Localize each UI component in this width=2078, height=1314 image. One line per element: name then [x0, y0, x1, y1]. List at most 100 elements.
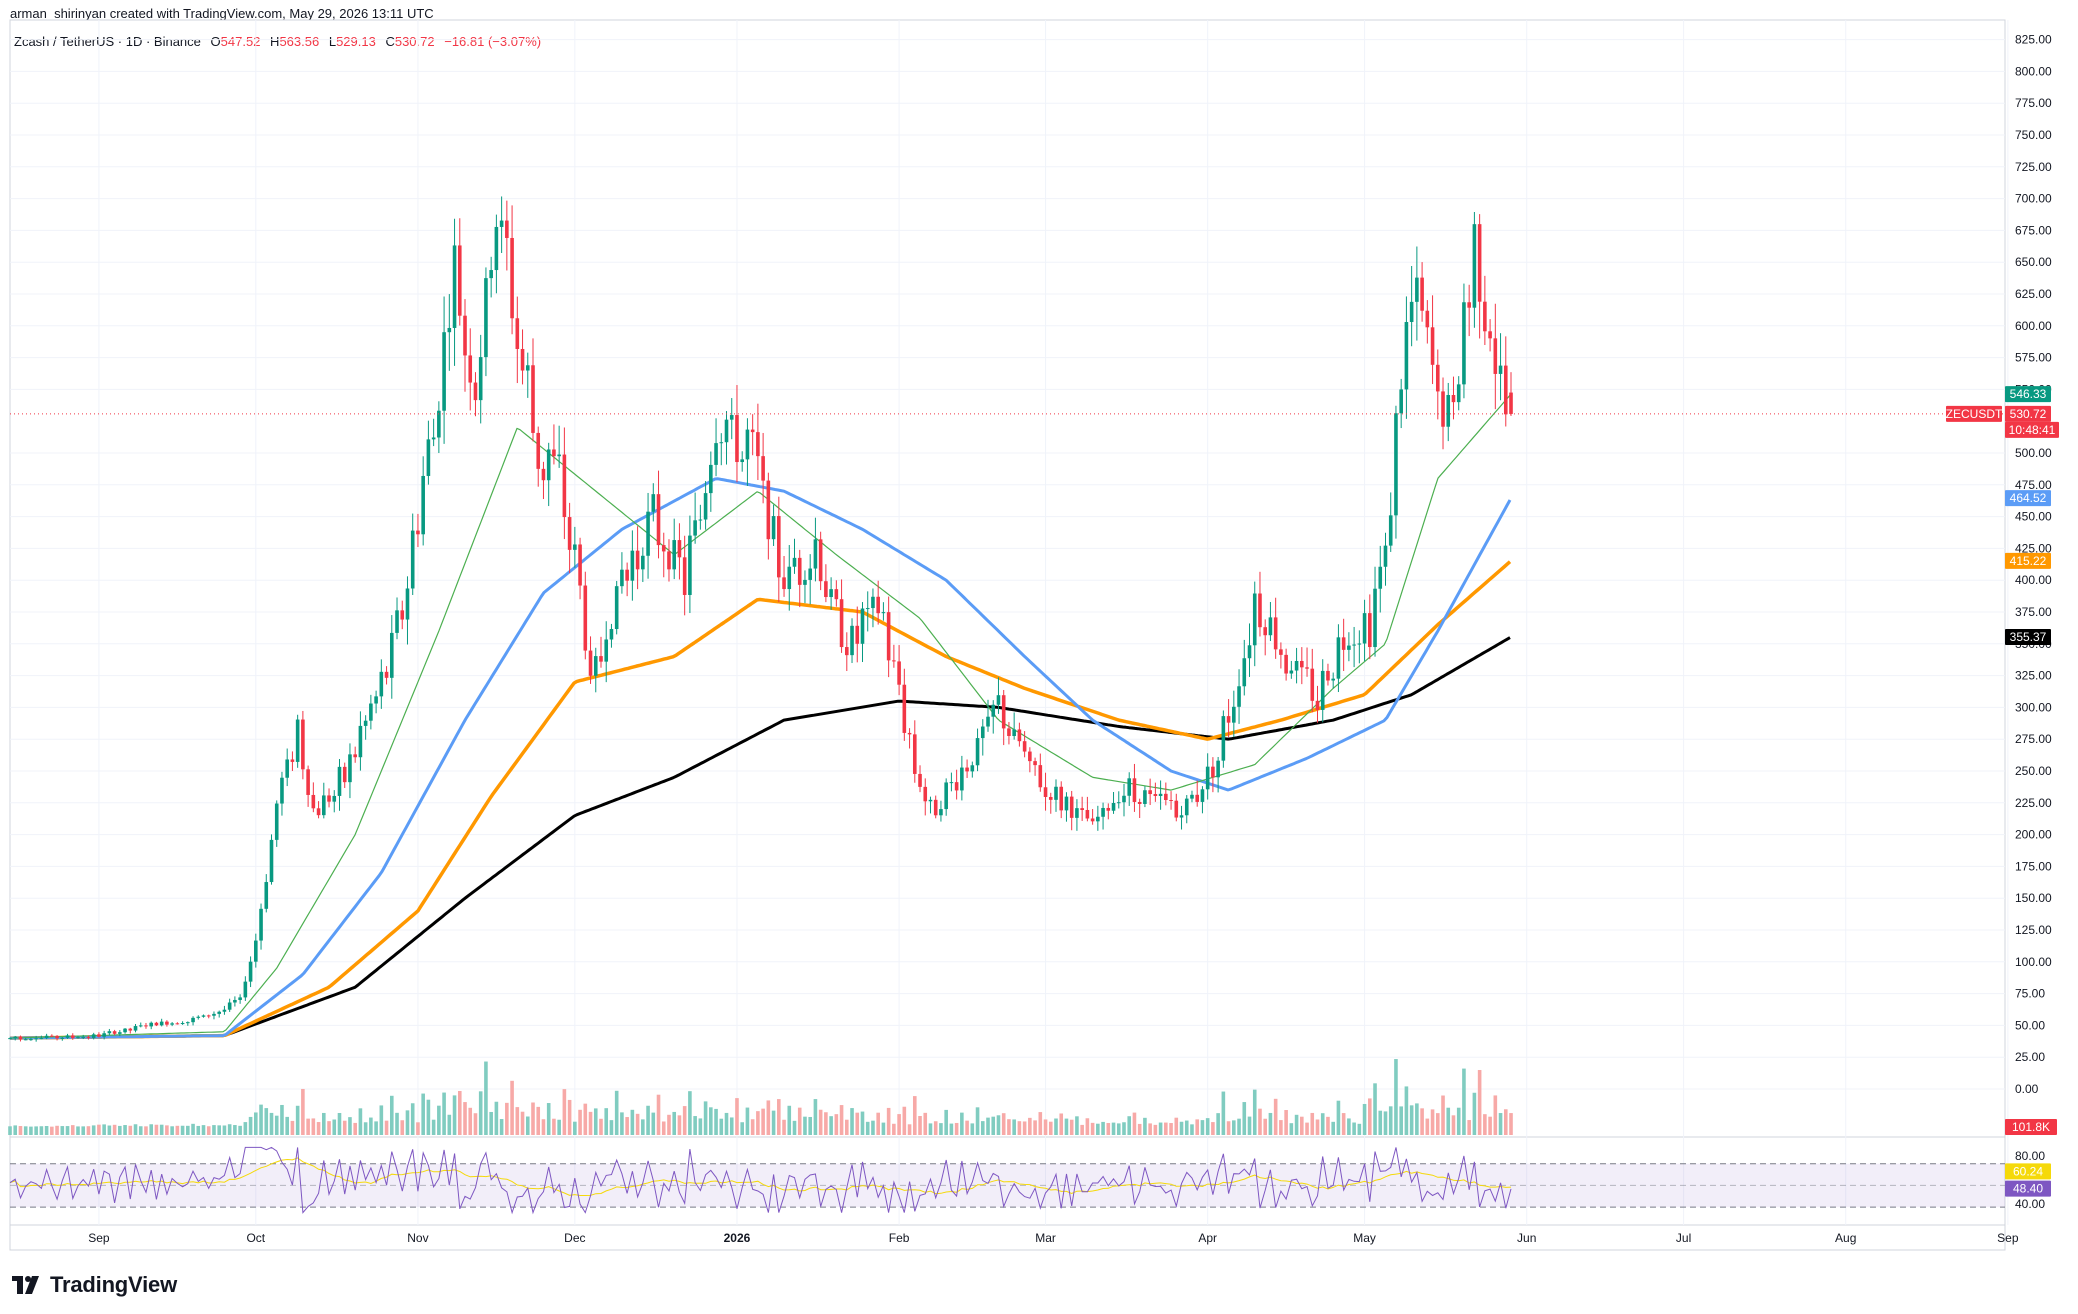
candle-body — [65, 1035, 70, 1038]
candle-body — [667, 551, 671, 570]
volume-bar — [1488, 1116, 1492, 1135]
volume-bar — [1394, 1059, 1398, 1135]
volume-bar — [646, 1105, 650, 1135]
volume-bar — [1467, 1120, 1471, 1135]
y-tick-label: 775.00 — [2015, 96, 2052, 110]
y-tick-label: 800.00 — [2015, 64, 2052, 78]
volume-bar — [201, 1125, 206, 1135]
x-tick-label: May — [1353, 1231, 1376, 1245]
candle-body — [515, 318, 520, 349]
candle-body — [1033, 761, 1037, 766]
candle-body — [1483, 301, 1487, 332]
volume-bar — [1007, 1119, 1011, 1135]
volume-bar — [133, 1124, 138, 1135]
volume-bar — [206, 1126, 211, 1135]
tradingview-brand[interactable]: TradingView — [12, 1272, 177, 1298]
candle-body — [227, 1002, 232, 1010]
volume-bar — [1132, 1112, 1137, 1135]
volume-bar — [1242, 1102, 1247, 1135]
volume-bar — [395, 1112, 399, 1135]
y-tick-label: 600.00 — [2015, 319, 2052, 333]
candle-body — [379, 671, 384, 697]
candle-body — [1352, 644, 1356, 646]
volume-bar — [227, 1124, 232, 1135]
volume-bar — [1069, 1119, 1074, 1135]
volume-bar — [102, 1124, 106, 1135]
brand-text: TradingView — [50, 1272, 177, 1297]
candle-body — [902, 684, 907, 733]
volume-bar — [933, 1121, 938, 1135]
candle-body — [630, 550, 635, 581]
volume-bar — [175, 1125, 180, 1135]
volume-bar — [13, 1125, 18, 1135]
volume-bar — [515, 1107, 520, 1135]
volume-bar — [337, 1112, 342, 1135]
candle-body — [306, 769, 310, 795]
rsi-tick-label: 80.00 — [2015, 1149, 2045, 1163]
candle-body — [980, 726, 985, 739]
y-tick-label: 400.00 — [2015, 573, 2052, 587]
volume-bar — [766, 1100, 771, 1135]
candle-body — [1090, 818, 1095, 822]
y-tick-label: 725.00 — [2015, 160, 2052, 174]
volume-bar — [1211, 1122, 1215, 1135]
volume-bar — [1205, 1118, 1210, 1135]
volume-bar — [912, 1096, 917, 1135]
candle-body — [562, 454, 567, 518]
volume-bar — [975, 1107, 980, 1135]
candle-body — [416, 530, 420, 535]
candle-body — [588, 650, 593, 676]
volume-bar — [630, 1109, 635, 1135]
candle-body — [787, 566, 792, 590]
volume-bar — [1106, 1123, 1111, 1135]
candle-body — [1362, 613, 1367, 644]
candle-body — [1467, 302, 1471, 308]
candle-body — [1179, 815, 1184, 818]
candle-body — [1300, 660, 1304, 668]
volume-bar — [672, 1111, 677, 1135]
price-tag-ema50-bg — [2005, 490, 2051, 507]
volume-bar — [353, 1122, 357, 1135]
candle-body — [1190, 794, 1194, 799]
candle-body — [651, 494, 656, 512]
x-tick-label: Dec — [564, 1231, 585, 1245]
volume-bar — [881, 1122, 886, 1135]
candle-body — [76, 1037, 80, 1039]
candle-body — [1310, 668, 1315, 701]
volume-bar — [416, 1122, 420, 1135]
volume-bar — [65, 1126, 70, 1135]
volume-bar — [928, 1123, 933, 1135]
ohlc-high-label: H — [270, 34, 280, 49]
candle-body — [688, 535, 692, 595]
candle-body — [1048, 796, 1053, 800]
volume-bar — [604, 1108, 609, 1135]
candle-body — [1169, 800, 1173, 802]
volume-bar — [939, 1123, 943, 1135]
volume-bar — [1336, 1100, 1341, 1135]
candle-body — [803, 579, 807, 585]
volume-bar — [1022, 1121, 1027, 1135]
x-tick-label: 2026 — [724, 1231, 751, 1245]
volume-bar — [792, 1120, 797, 1135]
candle-body — [1493, 338, 1498, 374]
candle-body — [709, 464, 713, 494]
candle-body — [1383, 545, 1388, 567]
volume-bar — [1075, 1116, 1079, 1135]
candle-body — [254, 940, 258, 962]
volume-bar — [1294, 1114, 1299, 1135]
symbol-tag-bg — [1946, 405, 2002, 422]
volume-bar — [123, 1125, 127, 1135]
candle-body — [1498, 365, 1503, 374]
candle-body — [761, 456, 765, 481]
y-tick-label: 75.00 — [2015, 987, 2045, 1001]
candle-body — [159, 1021, 164, 1026]
candle-body — [457, 245, 462, 316]
candle-body — [1122, 795, 1126, 803]
candle-body — [1368, 613, 1372, 648]
volume-bar — [332, 1119, 337, 1135]
volume-bar — [954, 1122, 959, 1135]
candle-body — [1488, 331, 1492, 339]
candle-body — [1043, 787, 1048, 797]
candle-body — [1472, 224, 1477, 308]
